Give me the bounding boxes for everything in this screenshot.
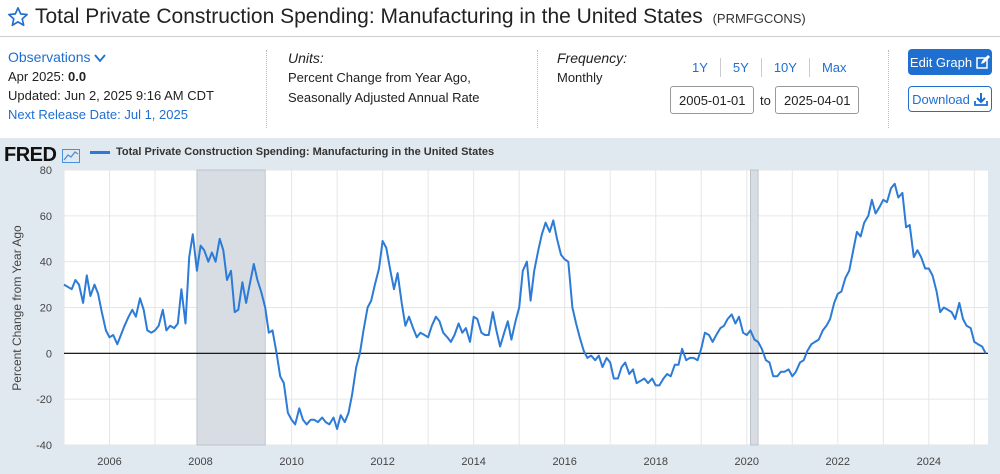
- divider: [266, 50, 267, 128]
- recession-band: [750, 169, 759, 446]
- units-panel: Units: Percent Change from Year Ago, Sea…: [288, 48, 480, 108]
- units-line-1: Percent Change from Year Ago,: [288, 70, 471, 85]
- updated-text: Updated: Jun 2, 2025 9:16 AM CDT: [8, 88, 214, 103]
- download-icon: [974, 93, 988, 106]
- divider: [888, 50, 889, 128]
- observations-label: Observations: [8, 49, 91, 65]
- fred-logo[interactable]: FRED: [4, 144, 80, 167]
- page-title: Total Private Construction Spending: Man…: [35, 5, 806, 29]
- y-tick-label: 0: [46, 348, 52, 360]
- series-title: Total Private Construction Spending: Man…: [35, 5, 703, 28]
- y-tick-label: 60: [40, 211, 52, 223]
- line-chart: 80 60 40 20 0 -20 -40 2006 2008 2010 2012 2014 2016…: [10, 165, 988, 468]
- edit-icon: [976, 55, 991, 69]
- next-release-link[interactable]: Next Release Date: Jul 1, 2025: [8, 107, 188, 122]
- start-date-input[interactable]: [670, 86, 754, 114]
- x-tick-label: 2024: [917, 456, 941, 468]
- range-1y-button[interactable]: 1Y: [680, 58, 721, 77]
- title-bar: Total Private Construction Spending: Man…: [0, 0, 1000, 37]
- observations-dropdown[interactable]: Observations: [8, 48, 214, 67]
- x-tick-label: 2014: [461, 456, 485, 468]
- units-heading: Units:: [288, 50, 324, 66]
- frequency-heading: Frequency:: [557, 50, 628, 66]
- series-line[interactable]: [63, 182, 987, 430]
- x-tick-label: 2018: [643, 456, 667, 468]
- x-tick-label: 2016: [552, 456, 576, 468]
- range-max-button[interactable]: Max: [821, 60, 847, 75]
- x-tick-label: 2010: [279, 456, 303, 468]
- legend-swatch: [90, 150, 110, 154]
- end-date-input[interactable]: [775, 86, 859, 114]
- observation-date: Apr 2025:: [8, 69, 65, 84]
- edit-graph-button[interactable]: Edit Graph: [908, 49, 992, 75]
- observation-value: 0.0: [68, 69, 87, 84]
- x-tick-label: 2022: [826, 456, 850, 468]
- download-label: Download: [912, 91, 970, 107]
- y-tick-label: 40: [40, 257, 52, 269]
- y-tick-label: 20: [40, 303, 52, 315]
- recession-bands: [196, 169, 759, 446]
- x-axis: 2006 2008 2010 2012 2014 2016 2018 2020 2022 2024: [97, 456, 941, 468]
- chart-line-icon: [61, 148, 80, 163]
- range-buttons: 1Y 5Y 10Y Max: [680, 58, 859, 77]
- fred-logo-text: FRED: [4, 144, 57, 166]
- series-id: (PRMFGCONS): [712, 11, 806, 26]
- x-tick-label: 2008: [188, 456, 212, 468]
- chevron-down-icon: [94, 53, 107, 62]
- y-axis-label: Percent Change from Year Ago: [10, 225, 24, 391]
- date-to-label: to: [760, 93, 771, 108]
- range-5y-button[interactable]: 5Y: [721, 58, 762, 77]
- x-tick-label: 2006: [97, 456, 121, 468]
- edit-graph-label: Edit Graph: [909, 54, 973, 70]
- chart-legend: Total Private Construction Spending: Man…: [90, 146, 494, 158]
- y-axis: 80 60 40 20 0 -20 -40: [36, 165, 52, 452]
- star-icon[interactable]: [7, 6, 29, 28]
- y-tick-label: -40: [36, 440, 52, 452]
- units-line-2: Seasonally Adjusted Annual Rate: [288, 90, 480, 105]
- divider: [537, 50, 538, 128]
- latest-observation: Apr 2025: 0.0: [8, 67, 214, 86]
- x-tick-label: 2012: [370, 456, 394, 468]
- y-tick-label: -20: [36, 394, 52, 406]
- recession-band: [196, 169, 266, 446]
- frequency-panel: Frequency: Monthly: [557, 48, 627, 88]
- x-tick-label: 2020: [735, 456, 759, 468]
- download-button[interactable]: Download: [908, 86, 992, 112]
- observations-panel: Observations Apr 2025: 0.0 Updated: Jun …: [8, 48, 214, 124]
- range-10y-button[interactable]: 10Y: [762, 58, 810, 77]
- y-tick-label: 80: [40, 165, 52, 177]
- legend-label: Total Private Construction Spending: Man…: [116, 146, 495, 158]
- frequency-value: Monthly: [557, 70, 603, 85]
